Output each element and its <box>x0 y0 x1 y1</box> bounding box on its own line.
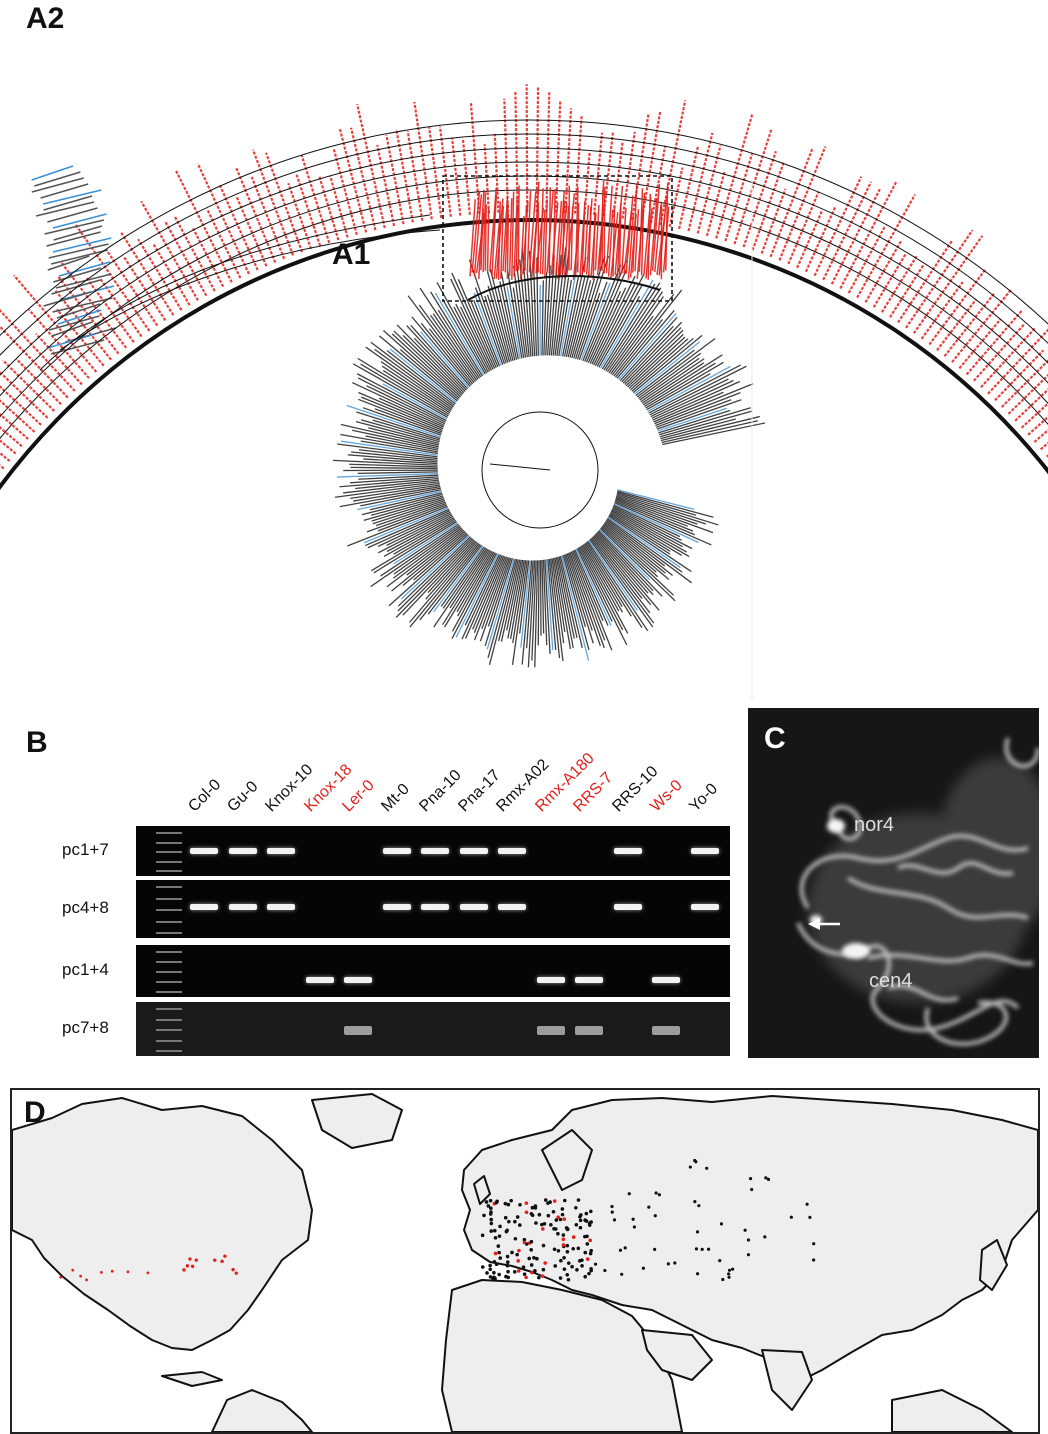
gel-row <box>136 945 730 997</box>
cuba <box>161 1371 223 1387</box>
gel-row-label: pc1+7 <box>62 840 109 859</box>
ladder-band <box>156 851 182 853</box>
a1-circular-tree <box>332 180 766 668</box>
gel-row <box>136 1002 730 1056</box>
lane-name: Col-0 <box>185 776 225 816</box>
phylogenetic-tree <box>0 84 1048 700</box>
ladder-band <box>156 897 182 900</box>
a2-branches <box>0 119 1048 491</box>
ladder-band <box>156 1029 182 1031</box>
zoom-box <box>442 175 673 302</box>
japan <box>979 1239 1008 1291</box>
panel-d-world-map: D <box>10 1088 1040 1434</box>
india <box>761 1349 813 1411</box>
greenland <box>311 1093 403 1149</box>
uk <box>473 1175 491 1205</box>
gel-band <box>382 904 411 910</box>
north-america <box>12 1097 313 1351</box>
ladder-band <box>156 971 182 973</box>
scandinavia <box>541 1129 593 1191</box>
world-map <box>12 1093 1038 1432</box>
gel-band <box>190 904 218 910</box>
gel-row <box>136 826 730 876</box>
ladder-band <box>156 1018 182 1021</box>
gel-band <box>421 904 449 910</box>
ladder-band <box>156 951 182 953</box>
gel-band <box>690 848 719 854</box>
panel-a2-letter: A2 <box>26 2 65 35</box>
ladder-band <box>156 860 182 863</box>
panel-a1-letter: A1 <box>332 238 371 271</box>
gel-row <box>136 880 730 938</box>
gel-band <box>228 904 257 910</box>
gel-band <box>652 1026 680 1035</box>
a2-tip-labels <box>0 84 1048 470</box>
gel-row-label: pc7+8 <box>62 1018 109 1037</box>
ladder-band <box>156 920 182 923</box>
sea-islands <box>891 1389 1013 1432</box>
chromosome-image <box>796 737 1039 1046</box>
gel-band <box>652 977 680 983</box>
ladder-band <box>156 886 182 888</box>
cen4-label: cen4 <box>869 970 913 992</box>
panel-c-letter: C <box>764 722 786 755</box>
gel-band <box>613 848 642 854</box>
panel-b-letter: B <box>26 726 48 759</box>
ladder-band <box>156 841 182 844</box>
ladder-band <box>156 909 182 911</box>
lane-name: Pna-17 <box>454 766 504 816</box>
ladder-band <box>156 1050 182 1052</box>
gel-row-label: pc1+4 <box>62 960 109 979</box>
panel-b-gel: B Col-0 Gu-0 Knox-10 Knox-18 Ler-0 Mt-0 Pna-10… <box>0 700 740 1070</box>
ladder-band <box>156 1008 182 1010</box>
south-america <box>211 1389 313 1432</box>
gel-band <box>459 848 488 854</box>
gel-band <box>382 848 411 854</box>
ladder-band <box>156 1039 182 1042</box>
accession-dots <box>59 1158 816 1282</box>
gel-band <box>344 977 372 983</box>
ladder-band <box>156 870 182 872</box>
gel-band <box>459 904 488 910</box>
gel-band <box>498 904 526 910</box>
arabia <box>641 1329 713 1381</box>
lane-name: Gu-0 <box>223 778 261 816</box>
ladder-band <box>156 932 182 934</box>
panel-a-phylogeny: A2 A1 <box>0 0 1048 700</box>
lane-name: Yo-0 <box>685 780 721 816</box>
gel-band <box>575 977 603 983</box>
gel-band <box>267 904 295 910</box>
ladder-band <box>156 961 182 963</box>
gel-band <box>575 1026 603 1035</box>
gel-band <box>536 977 565 983</box>
lane-name: Mt-0 <box>377 780 413 816</box>
panel-d-letter: D <box>24 1096 46 1129</box>
ladder-band <box>156 832 182 834</box>
lane-name: Pna-10 <box>416 766 465 816</box>
gel-band <box>421 848 449 854</box>
panel-c-microscopy: C nor4 cen4 <box>748 708 1039 1058</box>
ladder-band <box>156 981 182 983</box>
gel-band <box>613 904 642 910</box>
gel-band <box>690 904 719 910</box>
gel-band <box>498 848 526 854</box>
nor4-label: nor4 <box>854 814 895 836</box>
gel-band <box>267 848 295 854</box>
gel-band <box>344 1026 372 1035</box>
gel-band <box>305 977 334 983</box>
ladder-band <box>156 991 182 993</box>
gel-band <box>228 848 257 854</box>
gel-band <box>190 848 218 854</box>
gel-band <box>536 1026 565 1035</box>
gel-row-label: pc4+8 <box>62 898 109 917</box>
